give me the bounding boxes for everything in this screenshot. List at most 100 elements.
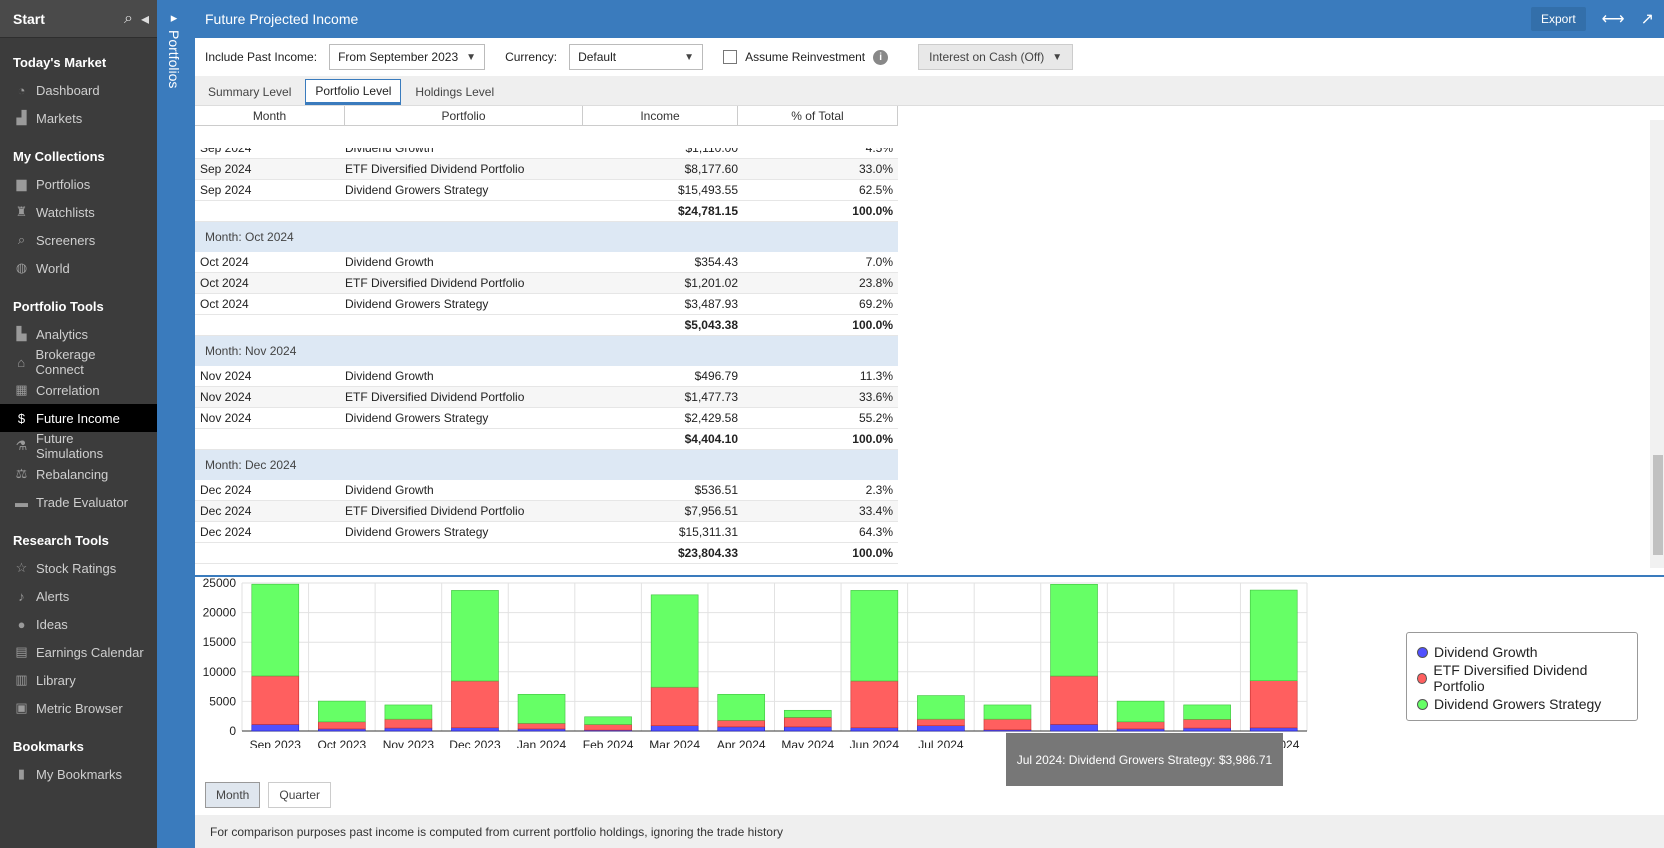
sidebar-item-watchlists[interactable]: ♜ Watchlists (0, 198, 157, 226)
grid-scrollbar[interactable] (1650, 120, 1664, 568)
table-row[interactable]: Nov 2024 Dividend Growers Strategy $2,429.… (195, 408, 898, 429)
portfolios-panel-tab[interactable]: ▸ Portfolios (157, 0, 191, 848)
column-header-income[interactable]: Income (583, 106, 738, 125)
bar-segment[interactable] (650, 725, 699, 732)
bar-segment[interactable] (650, 594, 699, 688)
portfolios-tab-label[interactable]: Portfolios (166, 30, 182, 89)
collapse-left-icon[interactable]: ◂ (140, 10, 149, 28)
table-row[interactable]: Dec 2024 ETF Diversified Dividend Portfol… (195, 501, 898, 522)
bar-segment[interactable] (251, 675, 300, 725)
table-row[interactable]: Dec 2024 Dividend Growth $536.51 2.3% (195, 480, 898, 501)
bar-segment[interactable] (783, 726, 832, 732)
bar-segment[interactable] (251, 724, 300, 732)
bar-segment[interactable] (1116, 721, 1165, 730)
sidebar-item-stock-ratings[interactable]: ☆ Stock Ratings (0, 554, 157, 582)
open-external-icon[interactable]: ↗ (1640, 11, 1654, 28)
sidebar-item-markets[interactable]: ▟ Markets (0, 104, 157, 132)
table-row[interactable]: Dec 2024 Dividend Growers Strategy $15,311… (195, 522, 898, 543)
bar-segment[interactable] (917, 718, 965, 726)
bar-segment[interactable] (1249, 727, 1298, 732)
scrollbar-thumb[interactable] (1653, 455, 1663, 555)
group-header-row[interactable]: Month: Nov 2024 (195, 336, 898, 366)
tab-portfolio-level[interactable]: Portfolio Level (305, 79, 402, 105)
column-header-month[interactable]: Month (195, 106, 345, 125)
bar-segment[interactable] (1183, 704, 1231, 720)
bar-segment[interactable] (1183, 727, 1231, 732)
bar-segment[interactable] (384, 718, 433, 729)
start-label[interactable]: Start (13, 10, 45, 27)
bar-segment[interactable] (983, 704, 1032, 720)
pane-splitter[interactable] (195, 575, 1664, 577)
bar-segment[interactable] (451, 590, 499, 682)
bar-segment[interactable] (584, 716, 632, 725)
bar-segment[interactable] (850, 590, 899, 682)
table-row[interactable]: Nov 2024 Dividend Growth $496.79 11.3% (195, 366, 898, 387)
column-header-portfolio[interactable]: Portfolio (345, 106, 583, 125)
sidebar-item-metric-browser[interactable]: ▣ Metric Browser (0, 694, 157, 722)
group-header-row[interactable]: Month: Dec 2024 (195, 450, 898, 480)
bar-segment[interactable] (1050, 724, 1098, 732)
bar-segment[interactable] (318, 728, 366, 732)
bar-segment[interactable] (1116, 700, 1165, 723)
bar-segment[interactable] (517, 723, 566, 730)
bar-segment[interactable] (917, 695, 965, 720)
legend-item[interactable]: ETF Diversified Dividend Portfolio (1417, 662, 1627, 694)
sidebar-item-future-simulations[interactable]: ⚗ Future Simulations (0, 431, 157, 461)
column-header-percent[interactable]: % of Total (738, 106, 898, 125)
past-income-select[interactable]: From September 2023 ▼ (329, 44, 486, 70)
bar-segment[interactable] (917, 725, 965, 732)
sidebar-item-future-income[interactable]: $ Future Income (0, 404, 157, 432)
bar-segment[interactable] (783, 709, 832, 718)
export-button[interactable]: Export (1530, 7, 1586, 31)
bar-segment[interactable] (451, 727, 499, 732)
sidebar-item-portfolios[interactable]: ▆ Portfolios (0, 170, 157, 198)
bar-segment[interactable] (251, 583, 300, 677)
bar-segment[interactable] (517, 693, 566, 724)
tab-summary-level[interactable]: Summary Level (208, 85, 292, 99)
sidebar-item-correlation[interactable]: ▦ Correlation (0, 376, 157, 404)
currency-select[interactable]: Default ▼ (569, 44, 704, 70)
bar-segment[interactable] (850, 680, 899, 729)
bar-segment[interactable] (717, 726, 766, 732)
table-row[interactable]: Sep 2024 Dividend Growers Strategy $15,493… (195, 180, 898, 201)
sidebar-item-library[interactable]: ▥ Library (0, 666, 157, 694)
sidebar-item-brokerage-connect[interactable]: ⌂ Brokerage Connect (0, 347, 157, 377)
sidebar-item-ideas[interactable]: ● Ideas (0, 610, 157, 638)
interest-on-cash-dropdown[interactable]: Interest on Cash (Off) ▼ (918, 44, 1074, 70)
search-icon[interactable]: ⌕ (124, 9, 133, 27)
sidebar-item-earnings-calendar[interactable]: ▤ Earnings Calendar (0, 638, 157, 666)
sidebar-item-screeners[interactable]: ⌕ Screeners (0, 226, 157, 254)
bar-segment[interactable] (384, 727, 433, 732)
bar-segment[interactable] (1050, 583, 1098, 677)
expand-right-icon[interactable]: ▸ (170, 10, 178, 25)
bar-segment[interactable] (1116, 728, 1165, 732)
table-row[interactable]: Oct 2024 ETF Diversified Dividend Portfol… (195, 273, 898, 294)
quarter-button[interactable]: Quarter (268, 782, 332, 808)
table-row[interactable]: Sep 2024 Dividend Growth $1,110.00 4.5% (195, 148, 898, 159)
reinvestment-checkbox[interactable] (723, 50, 738, 64)
bar-segment[interactable] (451, 680, 499, 729)
expand-width-icon[interactable]: ⟷ (1601, 11, 1625, 28)
bar-segment[interactable] (318, 721, 366, 730)
reinvestment-label[interactable]: Assume Reinvestment (745, 50, 866, 64)
sidebar-item-rebalancing[interactable]: ⚖ Rebalancing (0, 460, 157, 488)
bar-segment[interactable] (650, 686, 699, 726)
table-row[interactable]: Oct 2024 Dividend Growth $354.43 7.0% (195, 252, 898, 273)
table-row[interactable]: Sep 2024 ETF Diversified Dividend Portfol… (195, 159, 898, 180)
bar-segment[interactable] (1183, 719, 1231, 729)
sidebar-item-analytics[interactable]: ▙ Analytics (0, 320, 157, 348)
bar-segment[interactable] (783, 717, 832, 728)
bar-segment[interactable] (1050, 675, 1098, 725)
month-button[interactable]: Month (205, 782, 261, 808)
bar-segment[interactable] (318, 700, 366, 723)
bar-segment[interactable] (584, 724, 632, 731)
bar-segment[interactable] (717, 693, 766, 721)
bar-segment[interactable] (850, 727, 899, 732)
group-header-row[interactable]: Month: Oct 2024 (195, 222, 898, 252)
sidebar-item-world[interactable]: ◍ World (0, 254, 157, 282)
info-icon[interactable]: i (873, 49, 889, 65)
legend-item[interactable]: Dividend Growers Strategy (1417, 691, 1627, 717)
sidebar-item-trade-evaluator[interactable]: ▬ Trade Evaluator (0, 488, 157, 516)
sidebar-item-my-bookmarks[interactable]: ▮ My Bookmarks (0, 760, 157, 788)
bar-segment[interactable] (1249, 680, 1298, 729)
